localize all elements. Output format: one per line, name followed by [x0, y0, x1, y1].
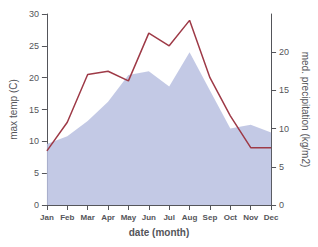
svg-text:Nov: Nov — [243, 213, 259, 222]
svg-text:10: 10 — [279, 124, 289, 134]
svg-text:Sep: Sep — [203, 213, 218, 222]
svg-text:Apr: Apr — [101, 213, 115, 222]
svg-text:Dec: Dec — [264, 213, 279, 222]
svg-text:25: 25 — [29, 41, 39, 51]
svg-text:Feb: Feb — [60, 213, 74, 222]
svg-text:med. precipitation (kg/m2): med. precipitation (kg/m2) — [300, 52, 311, 168]
svg-text:Mar: Mar — [81, 213, 95, 222]
svg-text:20: 20 — [279, 47, 289, 57]
svg-text:15: 15 — [29, 105, 39, 115]
svg-text:Oct: Oct — [224, 213, 238, 222]
svg-text:Aug: Aug — [182, 213, 198, 222]
svg-text:5: 5 — [34, 168, 39, 178]
svg-text:0: 0 — [34, 200, 39, 210]
svg-text:Jan: Jan — [40, 213, 54, 222]
svg-text:10: 10 — [29, 136, 39, 146]
svg-text:15: 15 — [279, 85, 289, 95]
svg-text:5: 5 — [279, 162, 284, 172]
svg-text:0: 0 — [279, 200, 284, 210]
svg-text:Jun: Jun — [142, 213, 156, 222]
svg-text:max temp (C): max temp (C) — [8, 79, 19, 140]
svg-text:date (month): date (month) — [129, 227, 190, 238]
svg-text:May: May — [121, 213, 137, 222]
svg-text:30: 30 — [29, 9, 39, 19]
svg-text:20: 20 — [29, 73, 39, 83]
svg-text:Jul: Jul — [163, 213, 175, 222]
